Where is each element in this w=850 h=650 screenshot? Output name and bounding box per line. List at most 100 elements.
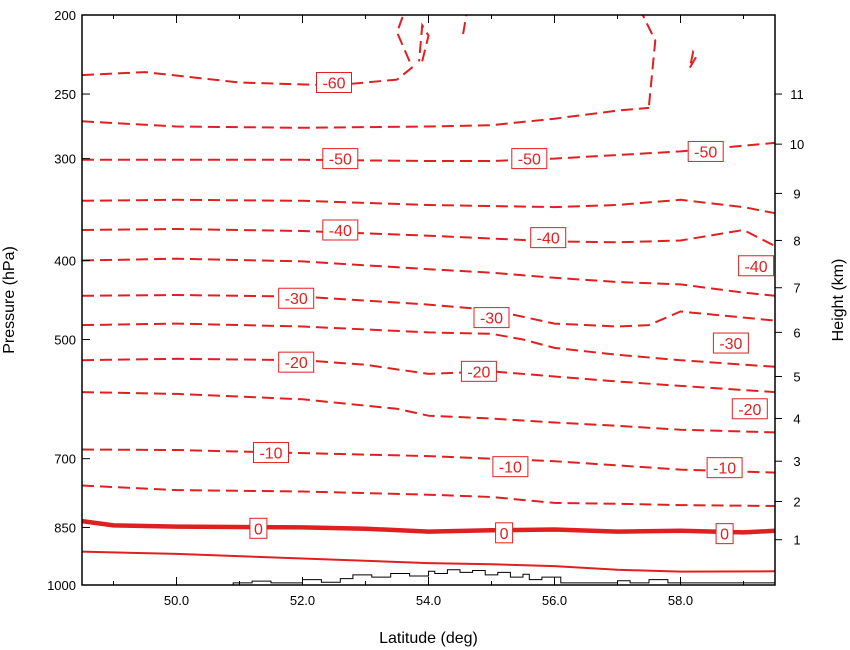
contour-label-text: -40: [329, 223, 352, 240]
contour-line--20: [81, 357, 776, 394]
x-tick-label: 54.0: [416, 593, 441, 608]
y-right-tick-label: 8: [793, 233, 800, 248]
contour-line-10: [81, 550, 776, 573]
y-left-tick-label: 300: [54, 152, 76, 167]
contour-label-box: [322, 148, 359, 170]
contour-label: -40: [322, 219, 359, 241]
y-left-tick-label: 850: [54, 520, 76, 535]
contour-label: -10: [492, 456, 529, 478]
contour-label-box: [322, 219, 359, 241]
contour-line--35: [81, 257, 776, 297]
contour-line--40: [81, 228, 776, 247]
contour-line--50: [82, 141, 776, 162]
contour-label-text: 0: [500, 526, 509, 543]
y-left-tick-label: 400: [54, 253, 76, 268]
contour-label-text: -50: [518, 152, 541, 169]
upper-contour-segment: [688, 49, 698, 69]
contour-label: -30: [712, 332, 749, 354]
contour-label-box: [687, 140, 724, 162]
contour-line--55: [81, 106, 650, 129]
contour-line--30: [81, 294, 776, 328]
contour-label: -20: [731, 398, 768, 420]
axes: 50.0 52.0 54.0 56.0 58.020025030040050070085…: [47, 8, 804, 608]
contour-label-box: [731, 398, 768, 420]
y-right-tick-label: 2: [793, 495, 800, 510]
upper-contour-segment: [418, 22, 430, 62]
y-right-tick-label: 10: [790, 137, 804, 152]
y-right-tick-label: 4: [793, 412, 800, 427]
y-right-tick-label: 6: [793, 325, 800, 340]
contour-line--25: [81, 322, 776, 368]
contour-label-box: [706, 457, 743, 479]
y-left-tick-label: 200: [54, 8, 76, 23]
y-left-tick-label: 250: [54, 87, 76, 102]
contour-label-box: [253, 442, 289, 464]
y-axis-right-label: Height (km): [830, 259, 847, 342]
y-right-tick-label: 5: [793, 369, 800, 384]
contour-label: -20: [278, 351, 315, 373]
contour-label: 0: [249, 517, 268, 539]
contour-label-text: -40: [745, 259, 768, 276]
contour-label-box: [492, 456, 529, 478]
contour-label-box: [460, 360, 497, 382]
contour-label: -60: [316, 72, 352, 94]
contour-label-box: [316, 72, 352, 94]
terrain-line: [82, 569, 775, 586]
x-tick-label: 52.0: [290, 593, 315, 608]
y-left-tick-label: 1000: [47, 578, 76, 593]
y-axis-left-label: Pressure (hPa): [1, 246, 18, 354]
contour-label-text: -30: [480, 311, 503, 328]
contour-label-text: -20: [738, 402, 761, 419]
contour-label-text: -50: [329, 152, 352, 169]
contour-label-box: [473, 307, 510, 329]
temperature-contours: [81, 14, 776, 573]
contour-labels: -60 -50 -50 -50 -40 -40 -40 -30 -30 -30 -20 -20 -20 -…: [249, 72, 775, 545]
plot-frame: [81, 14, 776, 586]
x-tick-label: 58.0: [668, 593, 693, 608]
contour-label-box: [511, 148, 548, 170]
contour-label-text: -20: [467, 364, 490, 381]
x-axis-label: Latitude (deg): [379, 630, 478, 647]
contour-label-text: -60: [322, 76, 345, 93]
contour-label-text: 0: [254, 521, 263, 538]
contour-label: -10: [706, 457, 743, 479]
contour-line--5: [81, 484, 776, 507]
y-right-tick-label: 7: [793, 281, 800, 296]
contour-line--45: [81, 198, 776, 215]
contour-label-text: -10: [259, 446, 282, 463]
contour-label: 0: [715, 523, 734, 545]
contour-label-box: [278, 351, 315, 373]
contour-label-box: [715, 523, 734, 545]
contour-label-text: -30: [285, 291, 308, 308]
contour-label-text: -10: [713, 461, 736, 478]
y-right-tick-label: 3: [793, 454, 800, 469]
contour-label-box: [530, 227, 567, 249]
y-right-tick-label: 11: [790, 87, 804, 102]
contour-line-0: [81, 518, 776, 535]
contour-label: -50: [511, 148, 548, 170]
contour-label-text: -50: [694, 144, 717, 161]
terrain-outline: [82, 569, 775, 586]
contour-label: -20: [460, 360, 497, 382]
contour-label-box: [278, 287, 315, 309]
y-left-tick-label: 700: [54, 452, 76, 467]
contour-label-box: [712, 332, 749, 354]
upper-contour-segment: [395, 14, 411, 62]
upper-contour-segment: [641, 14, 657, 106]
contour-label: -50: [687, 140, 724, 162]
y-left-tick-label: 500: [54, 333, 76, 348]
contour-label: -30: [278, 287, 315, 309]
upper-contour-segment: [462, 14, 468, 35]
contour-label-box: [738, 255, 775, 277]
contour-label: -30: [473, 307, 510, 329]
contour-label: -10: [253, 442, 289, 464]
contour-label: -40: [738, 255, 775, 277]
contour-label-text: 0: [720, 527, 729, 544]
contour-label-text: -30: [719, 336, 742, 353]
contour-label: -40: [530, 227, 567, 249]
x-tick-label: 56.0: [542, 593, 567, 608]
contour-line--15: [81, 391, 776, 434]
y-right-tick-label: 1: [793, 533, 800, 548]
y-right-tick-label: 9: [793, 186, 800, 201]
